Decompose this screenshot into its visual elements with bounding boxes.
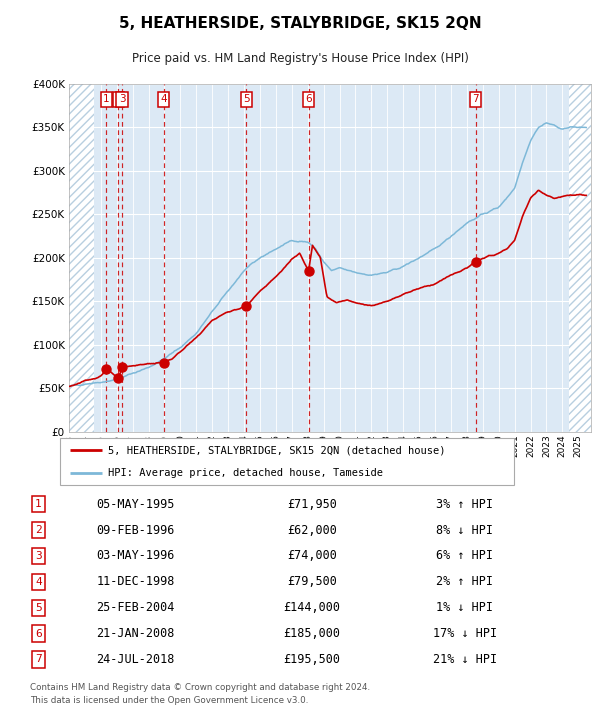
Text: 6: 6 xyxy=(305,94,312,104)
Text: 7: 7 xyxy=(472,94,479,104)
Text: 2% ↑ HPI: 2% ↑ HPI xyxy=(436,575,493,589)
Text: 6: 6 xyxy=(35,628,42,638)
Text: Contains HM Land Registry data © Crown copyright and database right 2024.: Contains HM Land Registry data © Crown c… xyxy=(30,682,370,692)
Text: £185,000: £185,000 xyxy=(283,627,340,640)
Text: 11-DEC-1998: 11-DEC-1998 xyxy=(96,575,175,589)
Text: 21-JAN-2008: 21-JAN-2008 xyxy=(96,627,175,640)
Text: 25-FEB-2004: 25-FEB-2004 xyxy=(96,601,175,614)
Text: 8% ↓ HPI: 8% ↓ HPI xyxy=(436,523,493,537)
Text: 03-MAY-1996: 03-MAY-1996 xyxy=(96,550,175,562)
Text: £71,950: £71,950 xyxy=(287,498,337,510)
Text: 1: 1 xyxy=(103,94,110,104)
Text: 3: 3 xyxy=(35,551,42,561)
Text: £74,000: £74,000 xyxy=(287,550,337,562)
Text: 6% ↑ HPI: 6% ↑ HPI xyxy=(436,550,493,562)
Text: 17% ↓ HPI: 17% ↓ HPI xyxy=(433,627,497,640)
Text: HPI: Average price, detached house, Tameside: HPI: Average price, detached house, Tame… xyxy=(108,469,383,479)
FancyBboxPatch shape xyxy=(59,438,514,485)
Text: £62,000: £62,000 xyxy=(287,523,337,537)
Text: 2: 2 xyxy=(35,525,42,535)
Text: £79,500: £79,500 xyxy=(287,575,337,589)
Text: 05-MAY-1995: 05-MAY-1995 xyxy=(96,498,175,510)
Text: 24-JUL-2018: 24-JUL-2018 xyxy=(96,653,175,666)
Text: 3: 3 xyxy=(119,94,125,104)
Text: 5, HEATHERSIDE, STALYBRIDGE, SK15 2QN (detached house): 5, HEATHERSIDE, STALYBRIDGE, SK15 2QN (d… xyxy=(108,445,445,455)
Text: 3% ↑ HPI: 3% ↑ HPI xyxy=(436,498,493,510)
Text: 2: 2 xyxy=(115,94,122,104)
Text: 21% ↓ HPI: 21% ↓ HPI xyxy=(433,653,497,666)
Text: 09-FEB-1996: 09-FEB-1996 xyxy=(96,523,175,537)
Text: £195,500: £195,500 xyxy=(283,653,340,666)
Text: 5: 5 xyxy=(35,603,42,613)
Text: 5, HEATHERSIDE, STALYBRIDGE, SK15 2QN: 5, HEATHERSIDE, STALYBRIDGE, SK15 2QN xyxy=(119,16,481,31)
Text: Price paid vs. HM Land Registry's House Price Index (HPI): Price paid vs. HM Land Registry's House … xyxy=(131,52,469,65)
Text: This data is licensed under the Open Government Licence v3.0.: This data is licensed under the Open Gov… xyxy=(30,696,308,705)
Text: £144,000: £144,000 xyxy=(283,601,340,614)
Text: 7: 7 xyxy=(35,655,42,665)
Text: 4: 4 xyxy=(160,94,167,104)
Text: 1: 1 xyxy=(35,499,42,509)
Bar xyxy=(69,84,94,432)
Text: 1% ↓ HPI: 1% ↓ HPI xyxy=(436,601,493,614)
Text: 5: 5 xyxy=(243,94,250,104)
Text: 4: 4 xyxy=(35,577,42,587)
Bar xyxy=(569,84,591,432)
